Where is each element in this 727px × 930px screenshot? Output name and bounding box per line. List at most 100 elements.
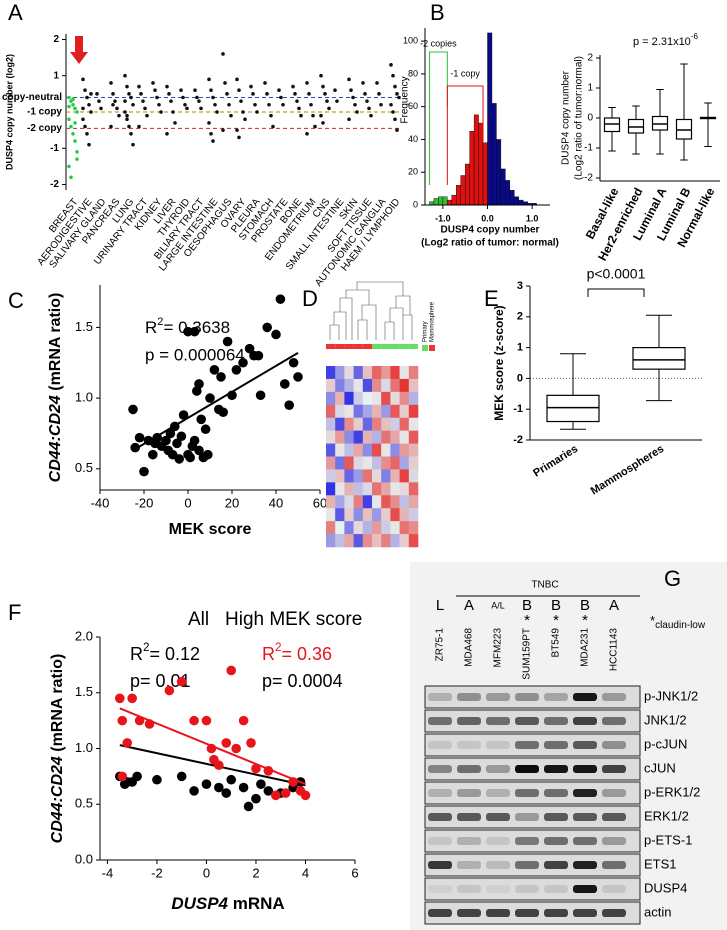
point	[127, 92, 131, 96]
panel-label: A	[8, 0, 23, 25]
x-tick-label: Primaries	[531, 443, 580, 480]
cell	[362, 495, 373, 509]
cell	[390, 495, 400, 509]
cell	[399, 495, 410, 509]
point	[132, 771, 142, 782]
point	[85, 131, 89, 136]
band	[428, 789, 452, 797]
point	[253, 102, 257, 107]
point	[134, 432, 145, 443]
point	[238, 715, 249, 726]
cell	[353, 456, 364, 470]
point	[85, 95, 89, 100]
point	[393, 84, 397, 89]
point	[81, 117, 85, 122]
cell	[326, 469, 336, 483]
point	[369, 113, 373, 118]
point	[99, 106, 103, 111]
point	[263, 786, 274, 796]
point	[244, 343, 255, 354]
y-axis-label: CD44:CD24 (mRNA ratio)	[47, 293, 64, 483]
cell-line: SUM159PT	[522, 628, 533, 680]
cell	[326, 391, 336, 406]
cell	[399, 469, 410, 483]
point	[167, 92, 171, 96]
point	[179, 88, 183, 93]
cell	[381, 366, 391, 380]
band	[544, 837, 568, 845]
point	[239, 99, 243, 103]
bar	[491, 103, 497, 206]
point	[237, 135, 241, 140]
point	[137, 124, 141, 129]
band	[457, 789, 481, 797]
r-sup: 2	[275, 641, 282, 654]
point	[81, 106, 85, 111]
point	[122, 738, 133, 748]
group-label: TNBC	[531, 580, 558, 591]
cell	[399, 482, 410, 496]
band	[573, 909, 597, 917]
cell	[390, 469, 400, 483]
y-tick-label: 2	[517, 311, 523, 323]
cell	[362, 508, 373, 522]
cell	[344, 469, 354, 483]
point	[67, 104, 71, 109]
y-tick-label: 2	[587, 53, 593, 64]
point	[209, 365, 220, 375]
cell	[335, 417, 345, 431]
point	[267, 102, 271, 107]
band	[486, 909, 510, 917]
band	[515, 885, 539, 893]
cell	[399, 456, 410, 470]
cell	[353, 391, 364, 406]
cell	[344, 417, 354, 431]
x-axis-label: DUSP4 copy number	[441, 225, 540, 236]
point	[71, 102, 75, 107]
band	[515, 789, 539, 797]
point	[319, 113, 323, 118]
cell	[390, 443, 400, 457]
cell	[335, 391, 345, 406]
y-tick-label: 1.0	[75, 740, 93, 755]
point	[95, 92, 99, 96]
band	[457, 765, 481, 773]
x-tick-label: 0	[203, 865, 210, 880]
point	[279, 95, 283, 100]
bar	[464, 163, 470, 206]
point	[176, 771, 187, 782]
point	[269, 113, 273, 118]
row-label: ERK1/2	[644, 808, 689, 823]
point	[391, 110, 395, 114]
cell	[326, 456, 336, 470]
band	[486, 861, 510, 869]
cell	[335, 495, 345, 509]
point	[319, 73, 323, 78]
point	[241, 110, 245, 114]
group-bar	[390, 344, 400, 349]
band	[486, 693, 510, 701]
annotation: p<0.0001	[587, 266, 646, 282]
box	[632, 347, 686, 370]
y-tick-label: 0.5	[75, 796, 93, 811]
row-label: p-cJUN	[644, 736, 687, 751]
band	[573, 741, 597, 749]
lane-subtype: A/L	[491, 600, 505, 610]
point	[139, 466, 149, 477]
cell	[372, 534, 382, 548]
cell	[399, 430, 410, 444]
lane-subtype: B	[551, 597, 561, 614]
point	[183, 102, 187, 107]
point	[307, 92, 311, 96]
cell-line: MFM223	[493, 628, 504, 668]
plain-part: (mRNA ratio)	[47, 293, 64, 396]
band	[573, 837, 597, 845]
band	[573, 789, 597, 797]
band	[486, 837, 510, 845]
cell	[372, 469, 382, 483]
cell	[326, 482, 336, 496]
point	[284, 400, 295, 410]
r: R	[130, 644, 143, 664]
cell	[372, 521, 382, 535]
band	[457, 741, 481, 749]
